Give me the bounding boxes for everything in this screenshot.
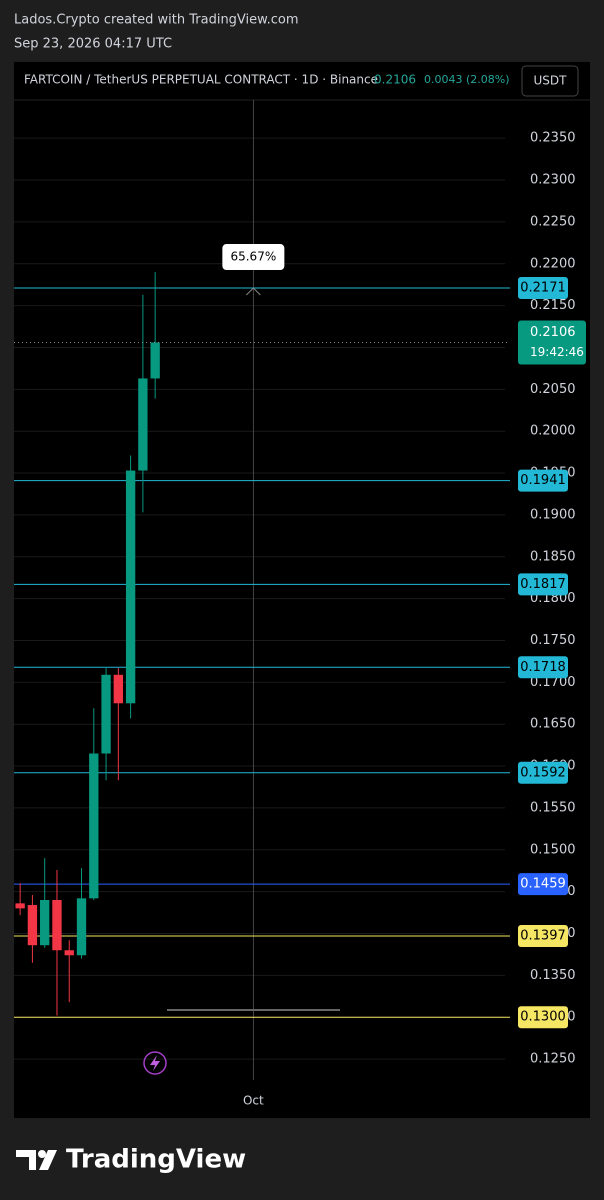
- quote-change: 0.0043 (2.08%): [424, 73, 510, 86]
- currency[interactable]: USDT: [534, 74, 568, 88]
- candle-body: [150, 342, 160, 379]
- candle-body: [27, 905, 38, 946]
- level-tag: [518, 1006, 568, 1029]
- level-label: 0.1592: [520, 765, 566, 780]
- y-tick-label: 0.2200: [530, 256, 576, 271]
- measure-label: 65.67%: [230, 250, 276, 264]
- countdown: 19:42:46: [530, 345, 584, 359]
- measure-box: [222, 244, 285, 271]
- timestamp: Sep 23, 2026 04:17 UTC: [14, 37, 172, 52]
- event-bolt: [150, 1055, 160, 1071]
- chart-title: FARTCOIN / TetherUS PERPETUAL CONTRACT ·…: [24, 73, 378, 87]
- candle-body: [89, 753, 99, 899]
- y-tick-label: 0.1650: [530, 717, 576, 732]
- level-label: 0.1817: [520, 577, 566, 592]
- level-tag: [518, 573, 568, 596]
- y-tick-label: 0.2350: [530, 131, 576, 146]
- level-label: 0.1718: [520, 660, 566, 675]
- event-icon[interactable]: [143, 1051, 167, 1075]
- y-tick-label: 0.1250: [530, 1052, 576, 1067]
- y-tick-label: 0.1850: [530, 549, 576, 564]
- level-tag: [518, 469, 568, 492]
- y-tick-label: 0.2000: [530, 424, 576, 439]
- level-tag: [518, 761, 568, 784]
- last-price-tag: [518, 320, 586, 365]
- level-tag: [518, 656, 568, 679]
- level-tag: [518, 925, 568, 948]
- last-price-label: 0.2106: [530, 325, 576, 340]
- brand: TradingView: [66, 1145, 246, 1175]
- measure-arrow: [246, 287, 261, 296]
- level-label: 0.2171: [520, 281, 566, 296]
- level-label: 0.1941: [520, 473, 566, 488]
- y-tick-label: 0.1550: [530, 800, 576, 815]
- candle-body: [125, 470, 136, 704]
- level-tag: [518, 277, 568, 300]
- candle-body: [113, 674, 124, 704]
- level-label: 0.1397: [520, 929, 566, 944]
- y-tick-label: 0.2250: [530, 214, 576, 229]
- currency-button[interactable]: [521, 65, 579, 97]
- y-tick-label: 0.2150: [530, 298, 576, 313]
- candle-body: [52, 900, 62, 951]
- candle-body: [101, 674, 111, 754]
- candle-body: [40, 900, 50, 946]
- y-tick-label: 0.1750: [530, 633, 576, 648]
- candle-body: [15, 903, 25, 909]
- level-label: 0.1300: [520, 1010, 566, 1025]
- y-tick-label: 0.2300: [530, 173, 576, 188]
- y-tick-label: 0.1900: [530, 507, 576, 522]
- candle-body: [138, 378, 148, 471]
- author: Lados.Crypto created with TradingView.co…: [14, 13, 298, 28]
- candle-body: [64, 950, 74, 956]
- y-tick-label: 0.2050: [530, 382, 576, 397]
- candle-body: [76, 898, 87, 956]
- level-label: 0.1459: [520, 877, 566, 892]
- y-tick-label: 0.1500: [530, 842, 576, 857]
- plot: 0.12500.13000.13500.14000.14500.15000.15…: [14, 100, 586, 1108]
- y-tick-label: 0.1700: [530, 675, 576, 690]
- level-tag: [518, 873, 568, 896]
- x-tick-label: Oct: [243, 1094, 264, 1108]
- quote-price: 0.2106: [374, 73, 416, 87]
- y-tick-label: 0.1350: [530, 968, 576, 983]
- chart-panel: [14, 62, 590, 1118]
- brand-logo: [16, 1150, 57, 1170]
